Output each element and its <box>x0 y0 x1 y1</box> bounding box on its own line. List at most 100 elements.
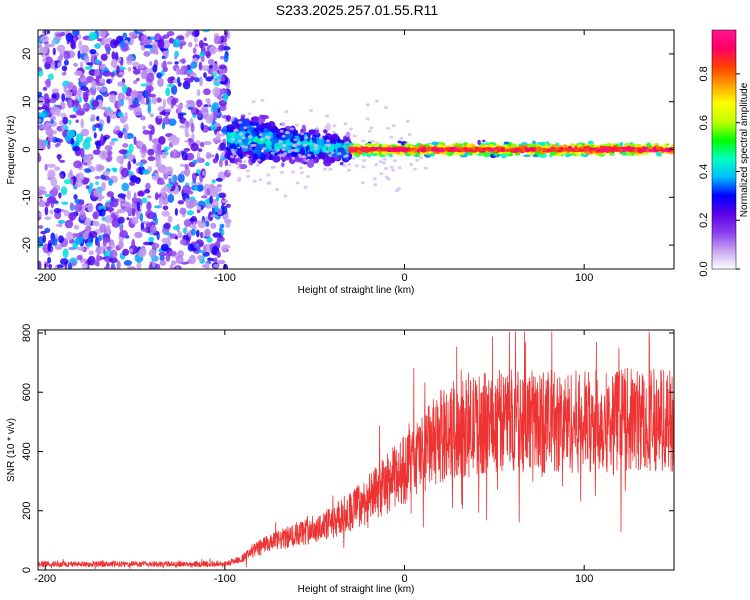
spectrogram-cell <box>204 229 211 237</box>
spectrogram-cell <box>58 219 66 224</box>
spectrogram-cell <box>156 143 162 151</box>
snr-marks <box>38 331 674 570</box>
spectrogram-cell <box>83 54 90 64</box>
spectrogram-cell <box>166 183 173 188</box>
spectrogram-cell <box>116 198 125 203</box>
spectrogram-cell <box>500 153 507 159</box>
spectrogram-cell <box>48 264 53 269</box>
spectrogram-cell <box>184 198 190 205</box>
colorbar-tick-label: 0.2 <box>698 213 710 228</box>
spectrogram-cell <box>250 144 255 147</box>
spectrogram-cell <box>124 130 128 140</box>
spectrogram-cell <box>384 175 389 179</box>
spectrogram-cell <box>154 217 158 226</box>
spectrogram-cell <box>211 187 218 196</box>
spectrogram-cell <box>194 43 199 48</box>
spectrogram-cell <box>59 173 64 179</box>
spectrogram-cell <box>296 142 301 146</box>
spectrogram-cell <box>199 231 204 239</box>
spectrogram-cell <box>215 177 223 182</box>
spectrogram-cell <box>323 167 328 171</box>
spectrogram-cell <box>425 146 431 150</box>
spectrogram-cell <box>88 31 98 41</box>
spectrogram-cell <box>252 116 260 123</box>
spectrogram-cell <box>118 71 125 76</box>
spectrogram-cell <box>154 149 162 156</box>
spectrogram-cell <box>148 131 153 142</box>
spectrogram-cell <box>174 235 179 240</box>
spectrogram-cell <box>134 231 143 239</box>
spectrogram-cell <box>469 148 474 152</box>
x-tick-label: -100 <box>214 573 236 585</box>
spectrogram-cell <box>104 43 111 50</box>
spectrogram-cell <box>64 219 74 229</box>
spectrogram-cell <box>309 138 313 148</box>
spectrogram-cell <box>596 149 602 152</box>
spectrogram-cell <box>503 150 511 155</box>
spectrogram-cell <box>575 151 581 156</box>
spectrogram-cell <box>516 148 522 151</box>
spectrogram-cell <box>57 138 64 143</box>
spectrogram-cell <box>96 85 101 92</box>
spectrogram-cell <box>186 210 195 216</box>
spectrogram-cell <box>400 146 406 150</box>
spectrogram-cell <box>161 55 166 60</box>
spectrogram-cell <box>106 245 112 251</box>
spectrogram-cell <box>42 102 50 110</box>
spectrogram-cell <box>293 138 298 142</box>
spectrogram-cell <box>369 126 374 130</box>
spectrogram-cell <box>201 219 207 223</box>
spectrogram-cell <box>343 122 348 126</box>
spectrogram-cell <box>158 252 167 257</box>
spectrogram-cell <box>147 156 156 162</box>
spectrogram-cell <box>47 195 57 204</box>
spectrogram-cell <box>394 189 399 193</box>
spectrogram-cell <box>190 143 199 152</box>
spectrogram-cell <box>283 194 288 198</box>
spectrogram-cell <box>58 192 62 199</box>
spectrogram-cell <box>174 61 179 65</box>
spectrogram-cell <box>182 185 192 194</box>
spectrogram-cell <box>216 96 224 100</box>
spectrogram-cell <box>384 106 389 110</box>
y-tick-label: 400 <box>21 442 33 460</box>
spectrogram-cell <box>174 50 180 58</box>
spectrogram-cell <box>126 266 136 269</box>
spectrogram-cell <box>221 199 229 204</box>
spectrogram-cell <box>73 224 80 230</box>
spectrogram-cell <box>74 198 82 204</box>
spectrogram-cell <box>122 143 129 148</box>
spectrogram-cell <box>362 159 367 162</box>
spectrogram-cell <box>158 135 166 145</box>
spectrogram-cell <box>226 84 230 89</box>
spectrogram-cell <box>82 103 88 110</box>
spectrogram-cell <box>206 237 213 243</box>
colorbar-gradient <box>711 29 737 270</box>
spectrogram-cell <box>119 60 124 67</box>
spectrogram-cell <box>192 221 196 230</box>
spectrogram-cell <box>409 163 414 166</box>
spectrogram-cell <box>117 132 123 139</box>
spectrogram-cell <box>118 239 124 250</box>
spectrogram-cell <box>251 158 256 164</box>
snr-y-ticks: 0 200 400 600 800 <box>21 324 674 573</box>
spectrogram-cell <box>109 93 117 103</box>
spectrogram-cell <box>231 150 236 154</box>
spectrogram-cell <box>70 39 76 49</box>
spectrogram-cell <box>213 257 218 263</box>
spectrogram-cell <box>108 178 114 186</box>
spectrogram-cell <box>193 36 198 43</box>
spectrogram-cell <box>51 88 60 94</box>
spectrogram-cell <box>176 76 181 84</box>
spectrogram-cell <box>179 238 187 245</box>
spectrogram-cell <box>131 216 139 225</box>
spectrogram-cell <box>150 125 155 135</box>
spectrogram-cell <box>336 139 343 144</box>
spectrogram-cell <box>223 53 229 63</box>
spectrogram-cell <box>127 135 135 139</box>
spectrogram-cell <box>177 230 182 239</box>
spectrogram-cell <box>129 248 134 253</box>
spectrogram-cell <box>281 122 286 126</box>
spectrogram-cell <box>258 140 264 145</box>
spectrogram-cell <box>205 98 210 103</box>
